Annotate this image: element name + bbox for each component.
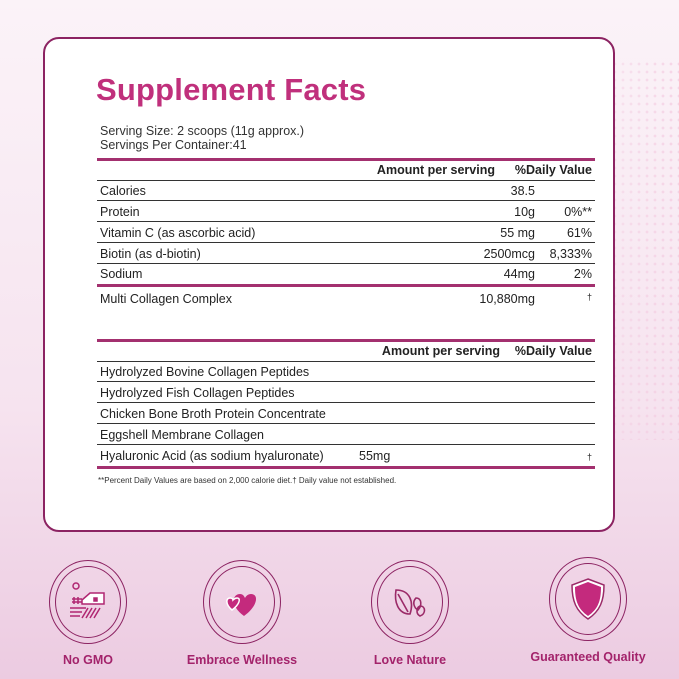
table-row-multi-collagen: Multi Collagen Complex 10,880mg † bbox=[100, 292, 592, 306]
badge-love-nature: Love Nature bbox=[320, 560, 500, 667]
table-row: Hydrolyzed Bovine Collagen Peptides bbox=[97, 362, 595, 382]
dv-header: %Daily Value bbox=[514, 344, 592, 358]
table-row: Biotin (as d-biotin) 2500mcg 8,333% bbox=[97, 244, 595, 264]
footnote: **Percent Daily Values are based on 2,00… bbox=[98, 476, 397, 485]
table-row: Hyaluronic Acid (as sodium hyaluronate) 5… bbox=[100, 449, 592, 463]
badge-label: No GMO bbox=[63, 653, 113, 667]
amount-header: Amount per serving bbox=[376, 163, 495, 177]
table-row: Vitamin C (as ascorbic acid) 55 mg 61% bbox=[97, 223, 595, 243]
badge-embrace-wellness: Embrace Wellness bbox=[152, 560, 332, 667]
table-row: Eggshell Membrane Collagen bbox=[97, 425, 595, 445]
collagen-table: Amount per serving %Daily Value Hydrolyz… bbox=[97, 339, 595, 469]
badge-label: Love Nature bbox=[373, 653, 447, 667]
table-row: Chicken Bone Broth Protein Concentrate bbox=[97, 404, 595, 424]
table-row: Protein 10g 0%** bbox=[97, 202, 595, 222]
nutrition-table: Amount per serving %Daily Value Calories… bbox=[97, 158, 595, 308]
dv-header: %Daily Value bbox=[514, 163, 592, 177]
servings-per-container: Servings Per Container:41 bbox=[100, 138, 247, 152]
shield-icon bbox=[571, 578, 605, 620]
amount-header: Amount per serving bbox=[381, 344, 500, 358]
badge-label: Guaranteed Quality bbox=[530, 650, 646, 664]
table-row: Sodium 44mg 2% bbox=[100, 267, 592, 281]
leaves-icon bbox=[394, 589, 426, 617]
serving-size: Serving Size: 2 scoops (11g approx.) bbox=[100, 124, 305, 138]
badge-no-gmo: No GMO bbox=[0, 560, 178, 667]
hearts-icon bbox=[226, 594, 257, 616]
badge-guaranteed-quality: Guaranteed Quality bbox=[498, 557, 678, 664]
farm-icon bbox=[70, 582, 105, 619]
table-row: Calories 38.5 bbox=[97, 181, 595, 201]
page-title: Supplement Facts bbox=[96, 72, 367, 107]
badge-label: Embrace Wellness bbox=[186, 653, 298, 667]
table-row: Hydrolyzed Fish Collagen Peptides bbox=[97, 383, 595, 403]
